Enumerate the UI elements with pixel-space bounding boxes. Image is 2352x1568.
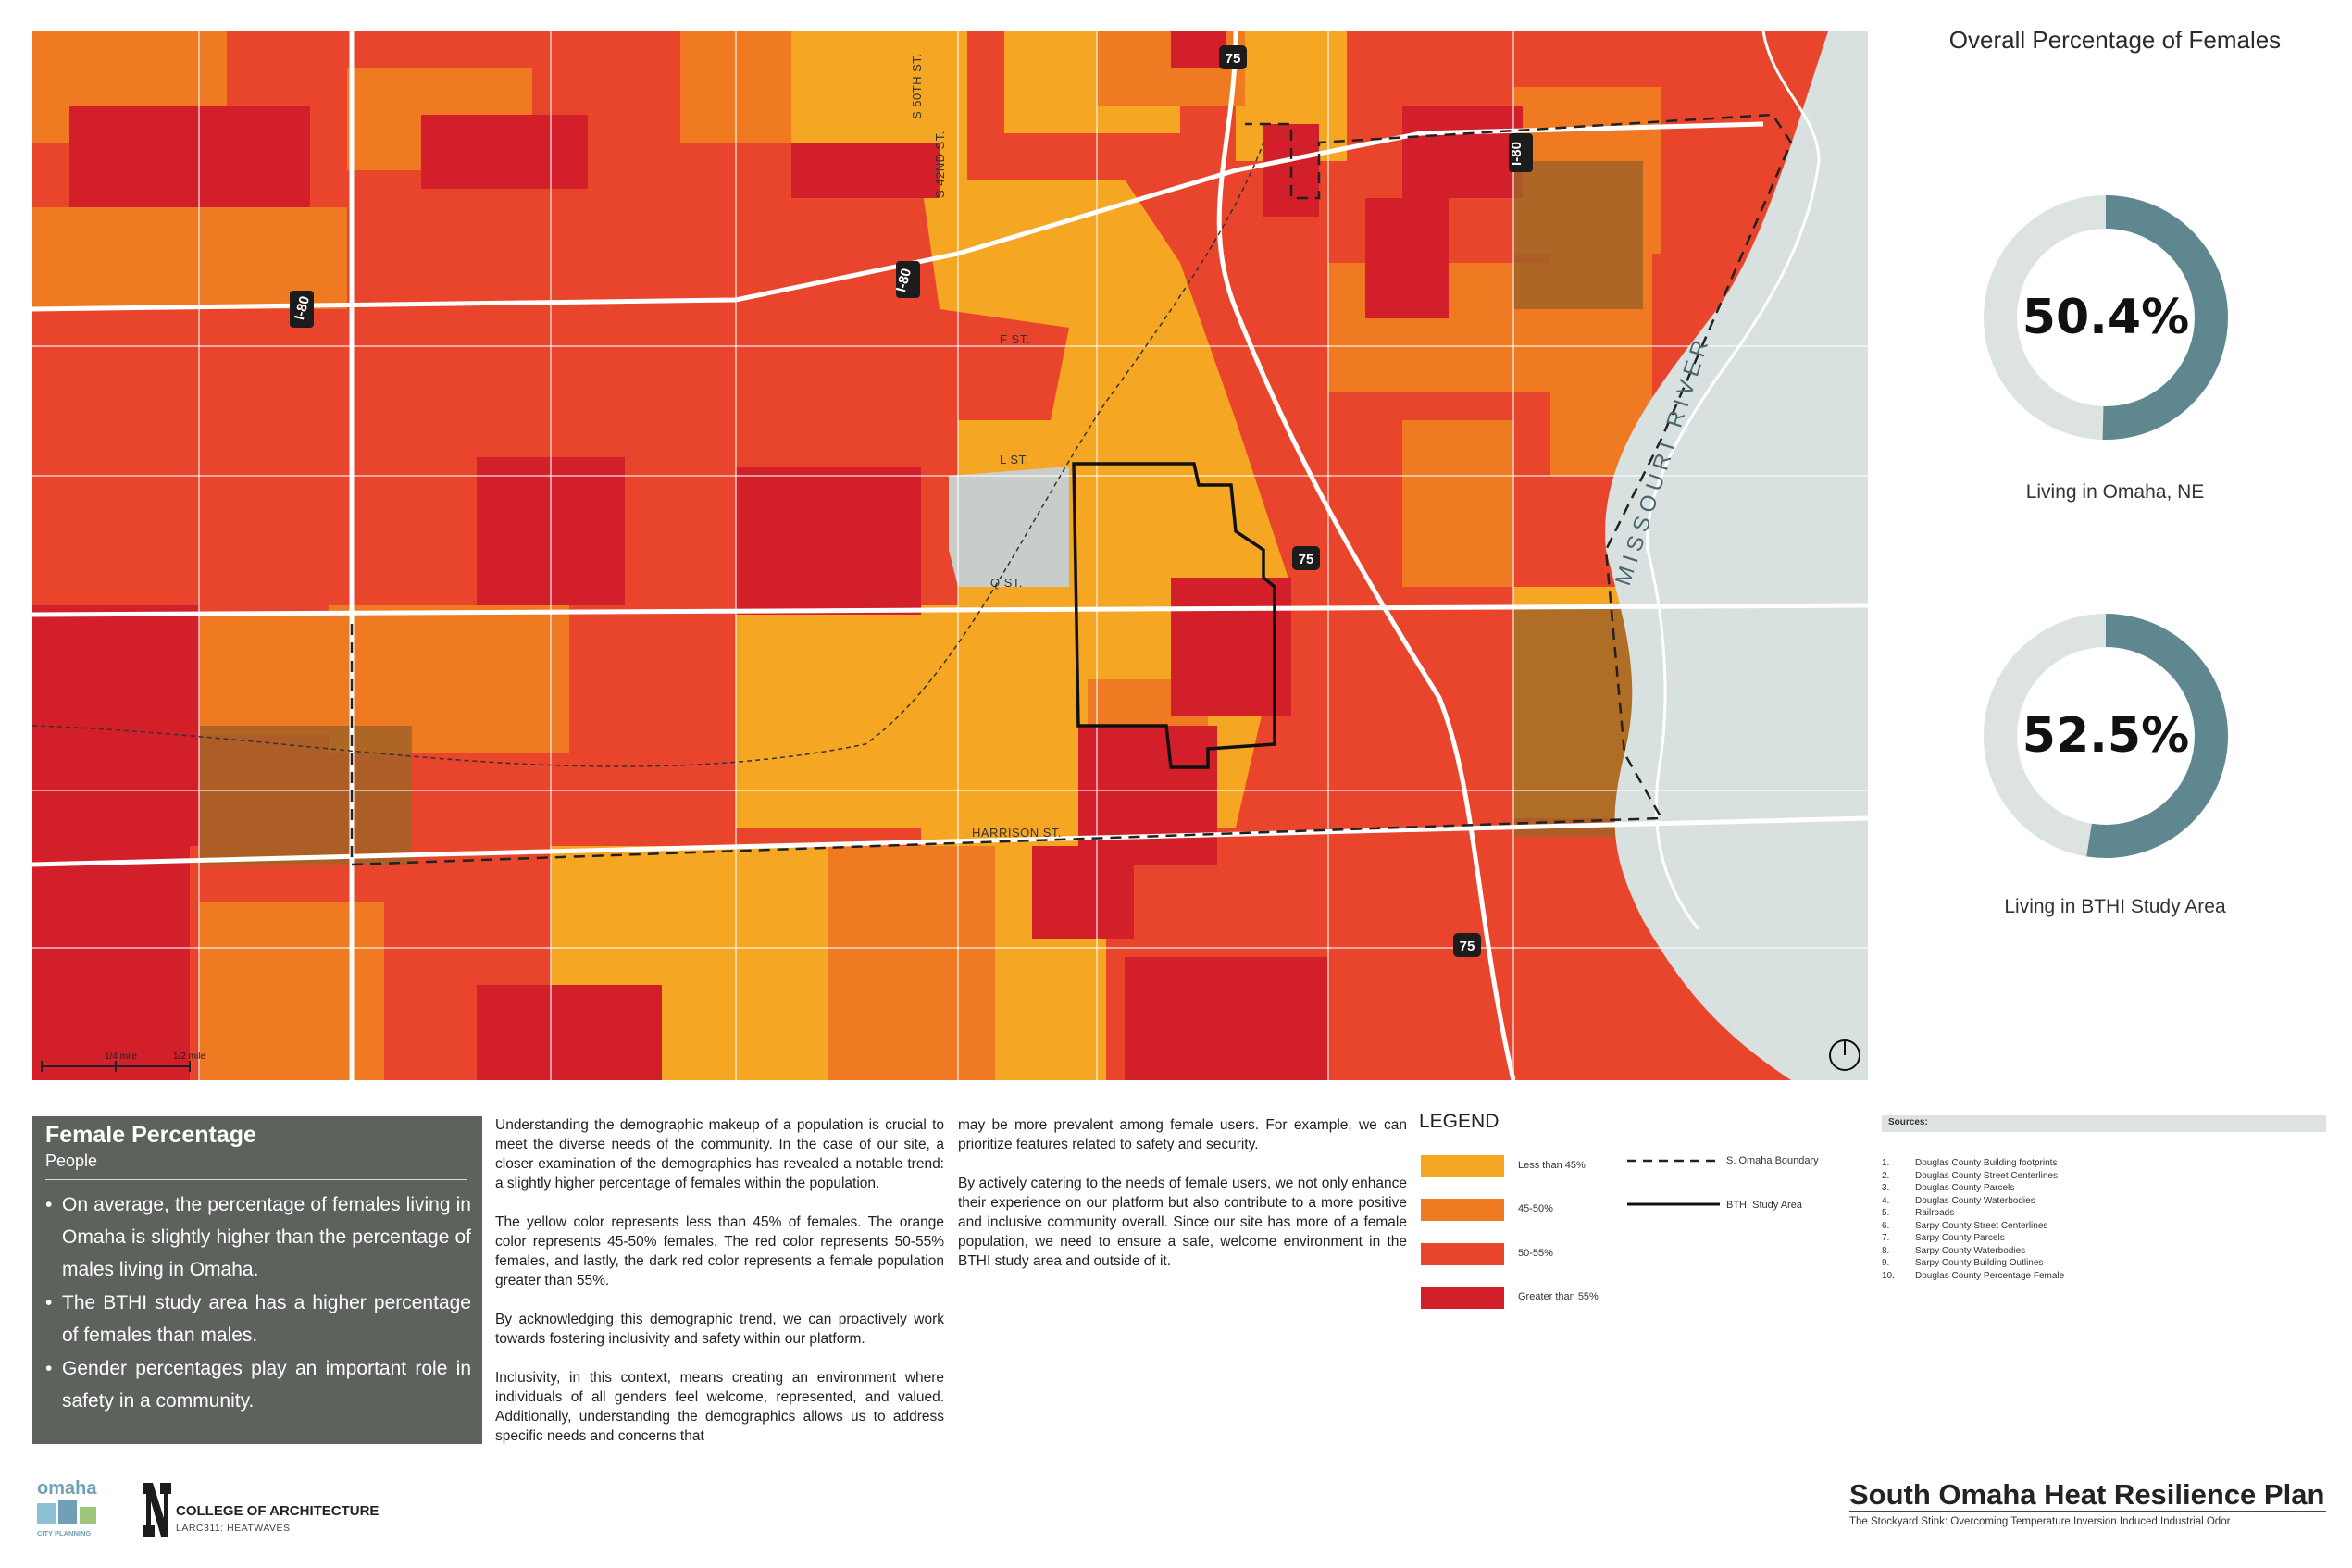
summary-bullets: On average, the percentage of females li… [45, 1188, 471, 1418]
highway-shield-75-south: 75 [1453, 933, 1481, 957]
source-item: 4. Douglas County Waterbodies [1882, 1195, 2035, 1206]
legend-label: 50-55% [1518, 1248, 1553, 1259]
donut-bthi-caption: Living in BTHI Study Area [2004, 896, 2226, 917]
legend-swatch-greater-than-55 [1421, 1287, 1504, 1309]
svg-text:I-80: I-80 [1509, 142, 1524, 166]
body-paragraph: Understanding the demographic makeup of … [495, 1117, 944, 1191]
scale-bar: 1/4 mile 1/2 mile [41, 1052, 205, 1072]
donut-bthi: 52.5% [1976, 606, 2235, 865]
donut-bthi-value: 52.5% [2022, 708, 2190, 764]
college-of-architecture-label: COLLEGE OF ARCHITECTURE [176, 1503, 380, 1519]
body-paragraph: Inclusivity, in this context, means crea… [495, 1370, 944, 1444]
omaha-city-planning-logo-icon [37, 1500, 96, 1524]
legend-line-samples [1627, 1159, 1720, 1206]
body-text-column-1: Understanding the demographic makeup of … [495, 1115, 944, 1465]
body-paragraph: By actively catering to the needs of fem… [958, 1176, 1407, 1269]
plan-title: South Omaha Heat Resilience Plan [1849, 1478, 2325, 1511]
source-item: 2. Douglas County Street Centerlines [1882, 1170, 2058, 1181]
source-item: 3. Douglas County Parcels [1882, 1183, 2015, 1193]
source-item: 9. Sarpy County Building Outlines [1882, 1258, 2044, 1268]
body-paragraph: may be more prevalent among female users… [958, 1117, 1407, 1152]
source-item: 5. Railroads [1882, 1208, 1955, 1218]
body-text-column-2: may be more prevalent among female users… [958, 1115, 1407, 1290]
legend-label: Greater than 55% [1518, 1291, 1599, 1302]
donut-omaha-caption: Living in Omaha, NE [2025, 481, 2205, 503]
legend-swatch-45-50 [1421, 1199, 1504, 1221]
legend-label: 45-50% [1518, 1203, 1553, 1214]
plan-subtitle: The Stockyard Stink: Overcoming Temperat… [1849, 1516, 2231, 1527]
summary-divider [45, 1179, 467, 1180]
legend-title: LEGEND [1419, 1111, 1500, 1132]
donut-arc [1984, 614, 2228, 858]
footer-divider [1849, 1511, 2326, 1512]
sources-list: 1. Douglas County Building footprints 2. D… [1882, 1157, 2326, 1282]
source-item: 7. Sarpy County Parcels [1882, 1233, 2005, 1243]
donut-omaha-value: 50.4% [2022, 290, 2190, 345]
river-bank [1646, 31, 1821, 930]
zone-greater-than-55 [32, 31, 1523, 1080]
legend-label: Less than 45% [1518, 1160, 1586, 1171]
railroad [32, 142, 1264, 767]
body-paragraph: By acknowledging this demographic trend,… [495, 1312, 944, 1347]
park-area [949, 467, 1069, 587]
legend-swatch-50-55 [1421, 1243, 1504, 1265]
legend-swatch-less-than-45 [1421, 1155, 1504, 1177]
female-percentage-map[interactable]: S 50TH ST. S 42ND ST. F ST. L ST. Q ST. … [32, 31, 1868, 1080]
overall-female-title: Overall Percentage of Females [1948, 26, 2282, 54]
source-item: 6. Sarpy County Street Centerlines [1882, 1220, 2048, 1231]
legend-label: BTHI Study Area [1726, 1200, 1802, 1211]
highway-shield-75-mid: 75 [1292, 546, 1320, 570]
course-label: LARC311: HEATWAVES [176, 1523, 291, 1534]
highway-shield-75-north: 75 [1219, 45, 1247, 69]
legend-label: S. Omaha Boundary [1726, 1155, 1819, 1166]
highway-shield-i80-east: I-80 [1509, 133, 1533, 172]
donut-omaha: 50.4% [1976, 188, 2235, 447]
source-item: 8. Sarpy County Waterbodies [1882, 1245, 2026, 1256]
svg-text:75: 75 [1299, 552, 1314, 567]
summary-bullet: Gender percentages play an important rol… [45, 1352, 471, 1417]
source-item: 1. Douglas County Building footprints [1882, 1158, 2058, 1168]
omaha-logo-subtitle: CITY PLANNING [37, 1529, 92, 1537]
highway-shield-i80-west: I-80 [290, 291, 314, 328]
summary-title: Female Percentage [45, 1122, 256, 1148]
svg-text:1/2 mile: 1/2 mile [173, 1052, 205, 1062]
female-percentage-summary-box: Female Percentage People On average, the… [32, 1116, 482, 1444]
bthi-study-area-outline [1072, 462, 1276, 769]
svg-text:75: 75 [1460, 939, 1475, 954]
summary-bullet: The BTHI study area has a higher percent… [45, 1287, 471, 1351]
street-label-l: L ST. [1000, 453, 1029, 467]
sources-title: Sources: [1888, 1117, 1928, 1127]
summary-subtitle: People [45, 1151, 98, 1170]
body-paragraph: The yellow color represents less than 45… [495, 1214, 944, 1288]
major-roads [32, 31, 1868, 1080]
nebraska-n-logo-icon [143, 1483, 171, 1537]
north-arrow-icon [1829, 1039, 1860, 1071]
svg-text:1/4 mile: 1/4 mile [105, 1052, 137, 1062]
source-item: 10. Douglas County Percentage Female [1882, 1270, 2065, 1281]
donut-arc [1984, 195, 2228, 440]
sources-header-bar [1882, 1115, 2326, 1132]
street-label-s50th: S 50TH ST. [910, 54, 924, 119]
omaha-logo-wordmark: omaha [37, 1478, 97, 1499]
svg-text:I-80: I-80 [893, 267, 915, 293]
street-label-harrison: HARRISON ST. [972, 826, 1062, 840]
street-label-s42nd: S 42ND ST. [933, 131, 947, 198]
svg-text:I-80: I-80 [292, 294, 313, 321]
summary-bullet: On average, the percentage of females li… [45, 1188, 471, 1286]
street-label-q: Q ST. [990, 576, 1023, 590]
highway-shield-i80-mid: I-80 [893, 261, 920, 298]
street-grid [32, 31, 1868, 1080]
s-omaha-boundary [350, 113, 1793, 866]
svg-text:75: 75 [1226, 51, 1241, 67]
street-label-f: F ST. [1000, 332, 1030, 346]
